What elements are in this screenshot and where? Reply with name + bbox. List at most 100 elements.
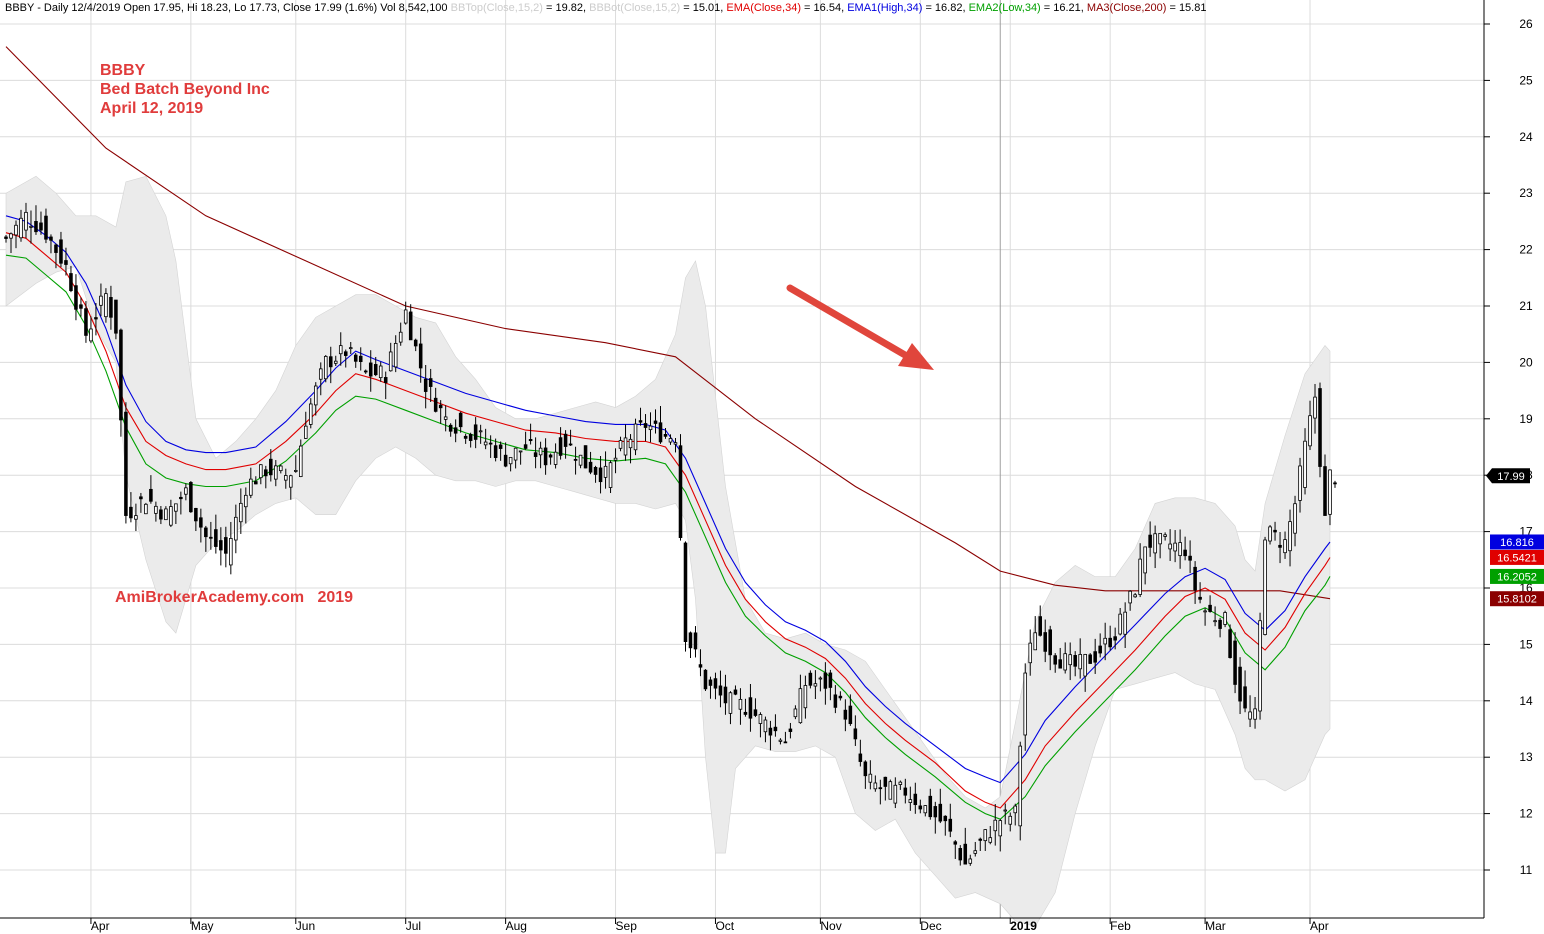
candle-body <box>693 632 698 650</box>
candle-body <box>1143 546 1147 574</box>
x-tick-label: 2019 <box>1010 919 1037 933</box>
candle-body <box>9 233 13 239</box>
candle-body <box>608 462 613 488</box>
candle-body <box>978 838 983 841</box>
candle-body <box>593 466 598 475</box>
candle-body <box>813 683 818 687</box>
y-tick-label: 19 <box>1519 412 1533 426</box>
x-tick-label: May <box>191 919 214 933</box>
candle-body <box>1258 620 1262 712</box>
candle-body <box>1113 636 1117 641</box>
candle-body <box>513 447 518 461</box>
candle-body <box>448 424 453 432</box>
candle-body <box>358 355 363 363</box>
candle-body <box>214 529 218 547</box>
candle-body <box>968 858 973 864</box>
candle-body <box>333 360 338 364</box>
candle-body <box>728 692 733 714</box>
candle-body <box>678 445 683 538</box>
candle-body <box>573 458 578 461</box>
candle-body <box>683 542 688 642</box>
candle-body <box>378 365 383 379</box>
candle-body <box>1298 465 1302 501</box>
candle-body <box>363 370 368 373</box>
value-tag: 16.5421 <box>1490 549 1544 565</box>
candle-body <box>498 444 503 449</box>
candle-body <box>1268 526 1272 542</box>
candle-body <box>963 843 968 865</box>
y-tick-label: 26 <box>1519 17 1533 31</box>
candle-body <box>159 509 163 520</box>
candle-body <box>348 347 353 350</box>
candle-body <box>1048 629 1052 656</box>
value-tag-label: 16.2052 <box>1497 571 1537 583</box>
value-tags: 17.99 16.816 16.5421 16.2052 15.8102 <box>1486 468 1544 607</box>
candle-body <box>943 815 948 822</box>
candle-body <box>878 787 883 790</box>
candle-body <box>1023 672 1028 736</box>
candle-body <box>758 714 763 724</box>
candle-body <box>1293 503 1297 534</box>
y-tick-label: 21 <box>1519 299 1533 313</box>
candle-body <box>783 741 788 744</box>
candle-body <box>308 403 313 425</box>
candle-body <box>179 496 183 500</box>
candle-body <box>1013 805 1018 814</box>
candle-body <box>34 221 38 233</box>
candle-body <box>119 329 123 421</box>
candle-body <box>279 465 283 472</box>
header-part: EMA2(Low,34) <box>969 2 1041 14</box>
candle-body <box>189 482 193 513</box>
candle-body <box>408 311 413 341</box>
candle-body <box>538 447 543 456</box>
candle-body <box>1238 666 1242 702</box>
candle-body <box>1128 590 1132 604</box>
value-tag-label: 17.99 <box>1497 471 1525 483</box>
candle-body <box>903 787 908 796</box>
candle-body <box>64 260 68 265</box>
candle-body <box>753 709 758 716</box>
candle-body <box>983 829 988 842</box>
candle-body <box>274 465 278 480</box>
candle-body <box>698 664 703 668</box>
candle-body <box>1303 440 1307 488</box>
candle-body <box>234 516 238 541</box>
x-tick-label: Sep <box>616 919 638 933</box>
x-axis-ticks: Apr May Jun Jul Aug Sep Oct Nov Dec 2019 Feb Mar Apr <box>90 918 1329 933</box>
candle-body <box>14 224 18 236</box>
candle-body <box>1188 555 1192 561</box>
candle-body <box>199 517 203 528</box>
candle-body <box>493 445 498 458</box>
candle-body <box>1018 745 1023 827</box>
header-part: BBTop(Close,15,2) <box>451 2 543 14</box>
candle-body <box>763 719 768 733</box>
candle-body <box>613 457 618 461</box>
candle-body <box>948 818 953 832</box>
candle-body <box>858 753 863 762</box>
candle-body <box>528 439 533 442</box>
trend-arrow-shaft <box>786 284 909 359</box>
candle-body <box>1038 616 1042 636</box>
candle-body <box>458 412 463 428</box>
candle-body <box>1148 534 1152 548</box>
candle-body <box>703 669 708 690</box>
x-tick-label: Apr <box>91 919 110 933</box>
candle-body <box>823 672 828 689</box>
x-tick-label: Aug <box>506 919 527 933</box>
x-tick-label: Apr <box>1310 919 1329 933</box>
candle-body <box>49 236 53 241</box>
candle-body <box>1198 596 1202 600</box>
candle-body <box>563 433 568 447</box>
candle-body <box>583 445 588 469</box>
candle-body <box>433 397 438 412</box>
candle-body <box>898 781 903 785</box>
candle-body <box>94 317 98 320</box>
candle-body <box>1173 542 1177 552</box>
ticker-label: BBBY <box>100 62 146 79</box>
candle-body <box>638 420 643 423</box>
watermark-label: AmiBrokerAcademy.com 2019 <box>115 589 353 606</box>
candle-body <box>843 709 848 720</box>
candle-body <box>343 351 348 356</box>
candle-body <box>79 304 83 309</box>
candle-body <box>648 425 653 431</box>
